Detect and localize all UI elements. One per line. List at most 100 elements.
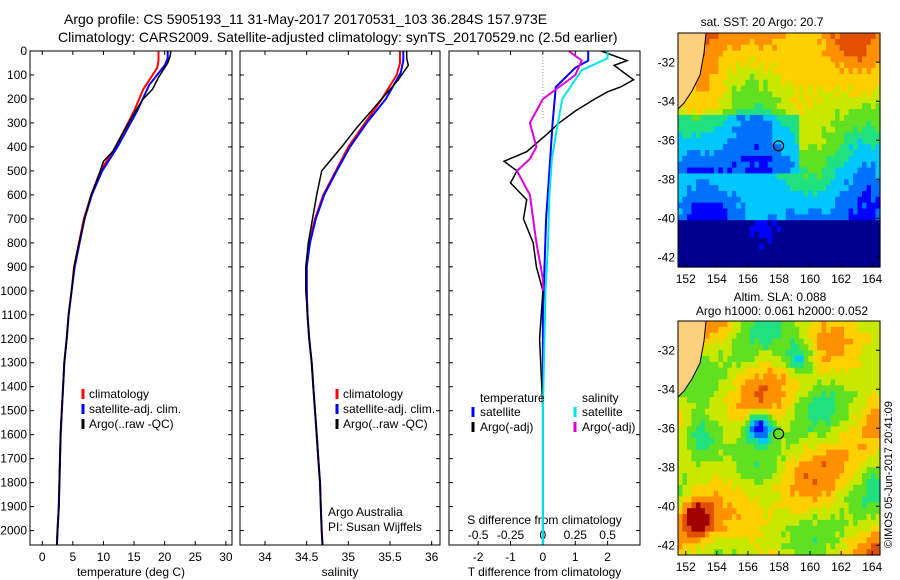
map-cell xyxy=(718,185,724,192)
difference-profile-panel: -2 -1 0 1 2T difference from climatology-0.5… xyxy=(448,50,641,579)
map-cell xyxy=(866,73,872,81)
map-cell xyxy=(785,438,791,445)
map-cell xyxy=(790,179,796,186)
map-cell xyxy=(781,461,787,468)
map-cell xyxy=(749,461,755,468)
map-cell xyxy=(794,190,800,198)
map-cell xyxy=(871,408,877,416)
map-cell xyxy=(731,496,737,503)
map-cell xyxy=(821,62,827,69)
map-cell xyxy=(835,114,841,122)
map-cell xyxy=(866,202,872,210)
map-cell xyxy=(727,490,733,498)
map-cell xyxy=(749,97,755,104)
map-cell xyxy=(857,255,863,262)
map-cell xyxy=(781,537,787,544)
map-cell xyxy=(691,167,697,174)
map-cell xyxy=(736,490,742,498)
map-cell xyxy=(700,202,706,210)
map-cell xyxy=(731,537,737,544)
map-cell xyxy=(722,126,728,134)
map-cell xyxy=(776,338,782,345)
map-cell xyxy=(790,414,796,422)
map-cell xyxy=(758,103,764,110)
map-cell xyxy=(704,38,711,46)
map-cell xyxy=(875,120,881,128)
map-cell xyxy=(866,525,872,533)
map-cell xyxy=(740,426,746,433)
map-cell xyxy=(704,408,711,416)
map-cell xyxy=(695,220,702,227)
map-cell xyxy=(763,356,769,363)
map-cell xyxy=(722,496,728,503)
map-cell xyxy=(704,484,711,492)
map-cell xyxy=(853,56,859,63)
map-cell xyxy=(727,379,733,386)
map-cell xyxy=(749,120,755,128)
map-cell xyxy=(794,196,800,204)
map-cell xyxy=(844,68,850,75)
map-cell xyxy=(808,420,814,427)
map-cell xyxy=(794,144,800,151)
map-cell xyxy=(803,243,809,251)
map-cell xyxy=(709,38,715,46)
map-cell xyxy=(682,208,688,215)
map-cell xyxy=(767,350,773,357)
map-cell xyxy=(839,214,845,221)
map-cell xyxy=(691,173,697,180)
map-cell xyxy=(785,243,791,251)
map-cell xyxy=(767,537,773,544)
map-cell xyxy=(727,150,733,157)
map-cell xyxy=(821,519,827,527)
map-cell xyxy=(790,326,796,334)
map-cell xyxy=(745,408,751,416)
map-cell xyxy=(678,519,684,527)
map-cell xyxy=(826,432,832,439)
map-cell xyxy=(821,231,827,239)
map-cell xyxy=(871,361,877,369)
map-cell xyxy=(749,519,755,527)
map-cell xyxy=(857,114,863,122)
map-cell xyxy=(682,531,688,539)
map-cell xyxy=(821,226,827,233)
map-cell xyxy=(830,344,836,351)
map-cell xyxy=(776,496,782,503)
map-cell xyxy=(700,62,706,69)
map-cell xyxy=(709,420,715,427)
map-cell xyxy=(875,214,881,221)
map-cell xyxy=(754,38,760,46)
map-cell xyxy=(767,103,773,110)
map-cell xyxy=(799,408,805,416)
map-cell xyxy=(853,220,859,227)
map-cell xyxy=(790,455,796,462)
map-cell xyxy=(731,190,737,198)
map-cell xyxy=(754,350,760,357)
map-cell xyxy=(713,44,719,52)
map-cell xyxy=(812,426,818,433)
map-cell xyxy=(839,467,845,474)
map-cell xyxy=(709,73,715,81)
map-cell xyxy=(776,344,782,351)
map-cell xyxy=(808,356,814,363)
map-cell xyxy=(866,391,872,398)
map-cell xyxy=(722,144,728,151)
map-cell xyxy=(740,33,746,40)
map-cell xyxy=(736,478,742,486)
map-cell xyxy=(749,179,755,186)
map-cell xyxy=(727,426,733,433)
map-cell xyxy=(790,79,796,87)
map-cell xyxy=(848,243,854,251)
map-cell xyxy=(808,237,814,245)
map-cell xyxy=(682,173,688,180)
map-cell xyxy=(736,326,742,334)
map-cell xyxy=(727,397,733,404)
map-cell xyxy=(862,56,868,63)
map-cell xyxy=(830,484,836,492)
map-cell xyxy=(785,109,791,116)
map-cell xyxy=(781,496,787,503)
map-cell xyxy=(853,237,859,245)
map-cell xyxy=(875,190,881,198)
map-cell xyxy=(808,361,814,369)
map-cell xyxy=(875,373,881,381)
map-cell xyxy=(736,344,742,351)
